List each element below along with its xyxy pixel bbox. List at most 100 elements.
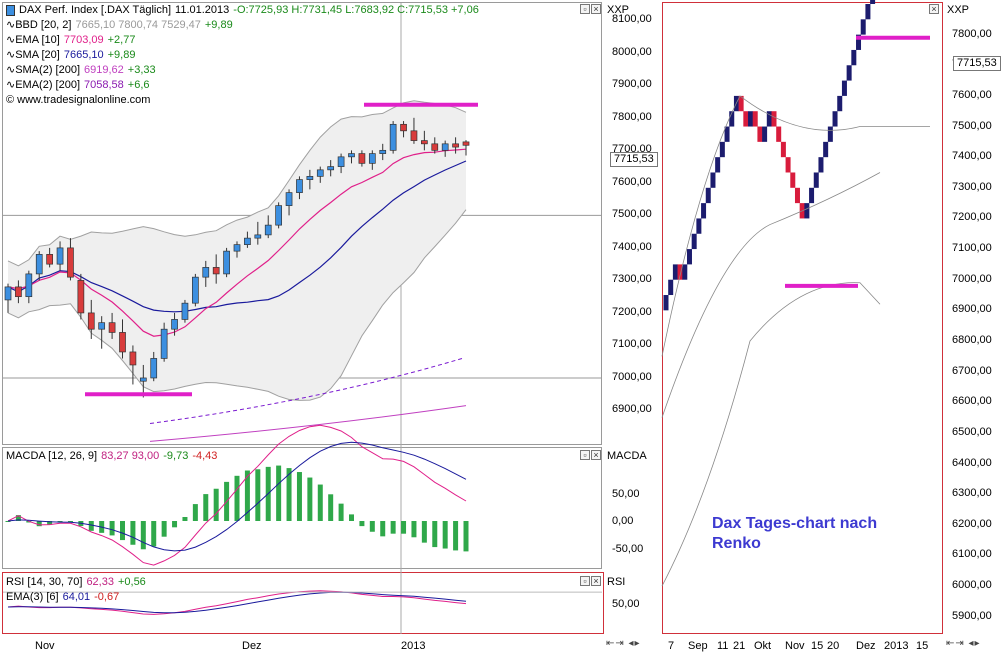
renko-price-tick: 5900,00: [952, 609, 992, 622]
macd-histogram-bar: [390, 521, 396, 534]
renko-price-tick: 7300,00: [952, 180, 992, 193]
price-pane[interactable]: [2, 2, 602, 445]
macd-pane-restore-button[interactable]: ▫: [580, 450, 590, 460]
rsi-ema-label: EMA(3) [6]: [6, 591, 59, 603]
indicator-change: +9,89: [107, 49, 136, 61]
candle: [337, 156, 345, 167]
macd-histogram-bar: [463, 521, 469, 552]
macd-histogram-bar: [47, 521, 53, 525]
macd-histogram-bar: [349, 514, 354, 521]
renko-price-tick: 6000,00: [952, 579, 992, 592]
macd-histogram-bar: [5, 521, 11, 522]
candle: [15, 286, 22, 298]
macd-pane[interactable]: [2, 447, 602, 569]
renko-pane-close-icon[interactable]: ×: [929, 4, 939, 14]
indicator-name: ∿BBD [20, 2]: [6, 19, 72, 31]
macd-histogram-bar: [15, 515, 21, 521]
renko-brick: [729, 111, 735, 127]
price-tick: 7600,00: [612, 175, 652, 188]
renko-x-tick: Okt: [754, 640, 772, 652]
macd-histogram-bar: [255, 469, 261, 521]
renko-brick: [837, 95, 843, 112]
candle: [400, 123, 407, 132]
rsi-pane-restore-button[interactable]: ▫: [580, 576, 590, 586]
bollinger-upper-line: [7, 100, 467, 267]
indicator-values: 7665,10: [63, 49, 104, 61]
left-scroll-buttons[interactable]: ⇤⇥ ◂▸: [606, 638, 641, 649]
renko-price-tick: 7400,00: [952, 150, 992, 163]
renko-x-tick: 15: [811, 640, 824, 652]
renko-brick: [701, 203, 707, 219]
price-tick: 7400,00: [612, 240, 652, 253]
renko-brick: [851, 49, 857, 66]
candle: [431, 143, 439, 151]
candle: [358, 153, 366, 164]
indicator-legend-row[interactable]: ∿BBD [20, 2] 7665,10 7800,74 7529,47 +9,89: [6, 18, 479, 33]
macd-histogram-bar: [411, 521, 417, 538]
macd-histogram-bar: [192, 504, 198, 521]
rsi-pane[interactable]: [2, 572, 604, 634]
indicator-change: +2,77: [107, 34, 136, 46]
macd-histogram-bar: [307, 477, 313, 521]
renko-price-tick: 7200,00: [952, 211, 992, 224]
renko-brick: [776, 126, 782, 142]
chart-type-icon: [6, 5, 15, 16]
macd-histogram-bar: [369, 521, 375, 532]
price-tick: 7100,00: [612, 338, 652, 351]
candle: [296, 179, 303, 193]
price-pane-close-icon[interactable]: ×: [591, 4, 601, 14]
candle: [379, 149, 387, 154]
price-legend: DAX Perf. Index [.DAX Täglich] 11.01.201…: [6, 3, 479, 108]
bollinger-lower-line: [7, 209, 467, 401]
indicator-legend-row[interactable]: ∿EMA [10] 7703,09 +2,77: [6, 33, 479, 48]
price-tick: 7800,00: [612, 110, 652, 123]
indicator-legend-row[interactable]: ∿SMA [20] 7665,10 +9,89: [6, 48, 479, 63]
renko-brick: [785, 157, 791, 173]
renko-brick: [663, 295, 669, 311]
indicator-legend-row[interactable]: ∿EMA(2) [200] 7058,58 +6,6: [6, 78, 479, 93]
renko-brick: [682, 264, 688, 280]
rsi-ema-line: [7, 591, 467, 614]
renko-price-tick: 6400,00: [952, 456, 992, 469]
ema10-line: [7, 148, 467, 337]
left-chart-panel: DAX Perf. Index [.DAX Täglich] 11.01.201…: [2, 2, 658, 652]
macd-pane-close-icon[interactable]: ×: [591, 450, 601, 460]
renko-pane[interactable]: [662, 2, 943, 634]
renko-price-tick: 7500,00: [952, 119, 992, 132]
renko-brick: [780, 141, 786, 158]
indicator-legend-row[interactable]: ∿SMA(2) [200] 6919,62 +3,33: [6, 63, 479, 78]
left-chart-canvas: [3, 3, 602, 634]
macd-histogram-bar: [213, 488, 219, 521]
indicator-name: ∿EMA(2) [200]: [6, 79, 81, 91]
renko-x-tick: Nov: [785, 640, 805, 652]
macd-values: 83,27 93,00: [101, 450, 160, 462]
macd-histogram-bar: [151, 521, 157, 547]
candle: [46, 254, 53, 265]
renko-brick: [794, 187, 800, 204]
rsi-change: +0,56: [117, 576, 146, 588]
candle: [306, 175, 314, 180]
candle: [160, 328, 168, 359]
renko-price-tick: 6100,00: [952, 548, 992, 561]
macd-histogram-bar: [328, 494, 334, 521]
renko-brick: [752, 111, 758, 127]
candle: [254, 234, 262, 239]
candle: [410, 130, 418, 141]
candle: [348, 153, 355, 158]
right-scroll-buttons[interactable]: ⇤⇥ ◂▸: [946, 638, 981, 649]
macd-histogram-bar: [203, 494, 209, 521]
renko-brick: [813, 172, 819, 188]
candle: [441, 143, 449, 151]
macd-histogram-bar: [442, 521, 448, 549]
rsi-axis-label: RSI: [607, 576, 626, 588]
candle: [98, 322, 106, 330]
chart-date: 11.01.2013: [175, 4, 230, 16]
indicator-name: ∿EMA [10]: [6, 34, 60, 46]
rsi-pane-close-icon[interactable]: ×: [591, 576, 601, 586]
rsi-legend: RSI [14, 30, 70] 62,33 +0,56 EMA(3) [6] …: [6, 575, 146, 605]
renko-x-tick: 21: [733, 640, 746, 652]
renko-price-tick: 6900,00: [952, 303, 992, 316]
price-pane-close-button[interactable]: ▫: [580, 4, 590, 14]
x-tick-2013: 2013: [401, 640, 426, 652]
price-tick: 8100,00: [612, 13, 652, 26]
